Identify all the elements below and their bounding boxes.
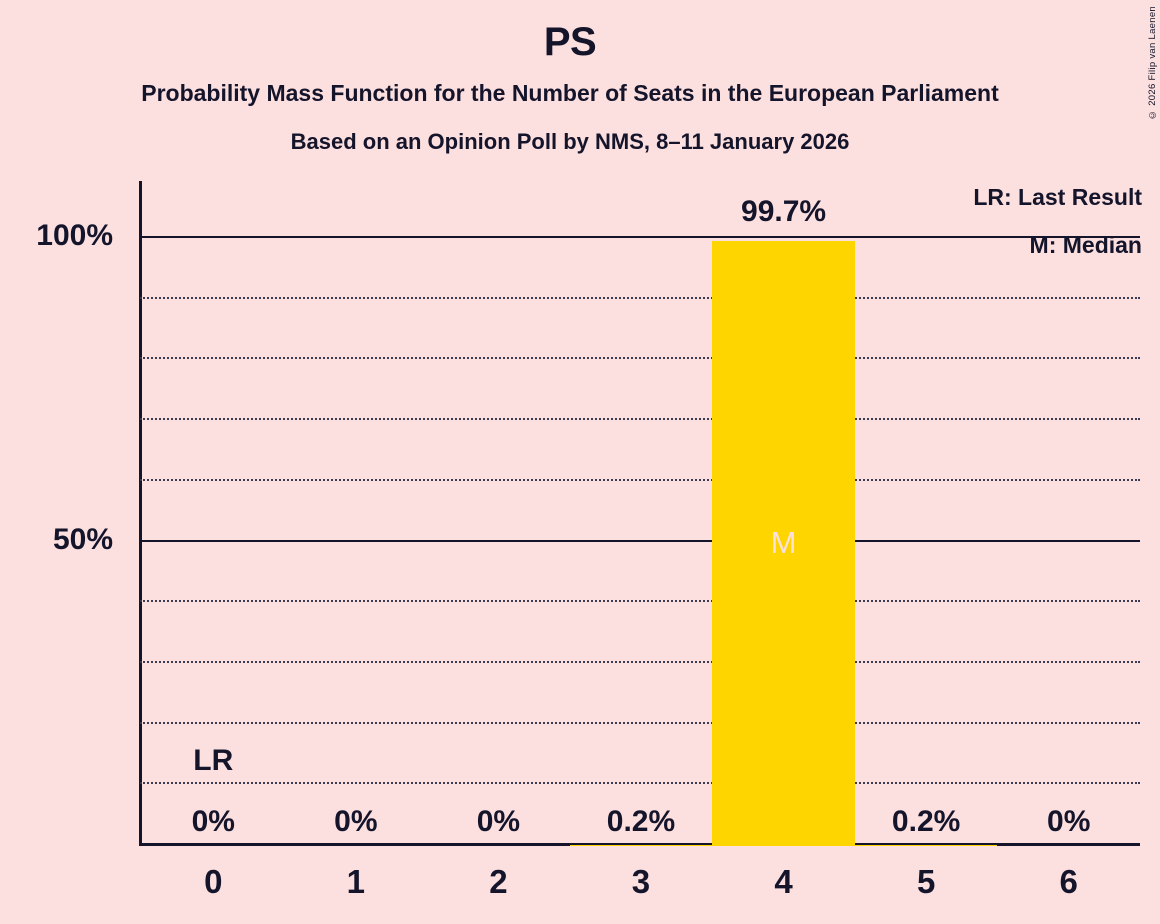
gridline-10 — [140, 782, 1140, 785]
gridline-70 — [140, 418, 1140, 421]
y-axis-line — [139, 181, 142, 846]
gridline-50 — [140, 539, 1140, 542]
legend-item-median: M: Median — [1029, 232, 1142, 258]
bar-value-label-5: 0.2% — [891, 805, 961, 838]
gridline-100 — [140, 236, 1140, 238]
bar-slot-4[interactable]: 99.7% M — [712, 196, 855, 846]
gridline-90 — [140, 296, 1140, 299]
x-axis-line — [139, 843, 1140, 846]
x-tick-label-4: 4 — [774, 863, 793, 900]
bar-slot-0[interactable]: 0% LR — [142, 236, 285, 846]
chart-header: PS Probability Mass Function for the Num… — [0, 0, 1140, 153]
bar-slot-2[interactable]: 0% — [427, 236, 570, 846]
bar-slot-1[interactable]: 0% — [285, 236, 428, 846]
chart-legend: LR: Last Result M: Median — [973, 186, 1142, 257]
bar-slot-6[interactable]: 0% — [997, 236, 1140, 846]
y-tick-label-50: 50% — [52, 522, 113, 556]
bar-slot-5[interactable]: 0.2% — [854, 236, 998, 846]
chart-source-note: Based on an Opinion Poll by NMS, 8–11 Ja… — [290, 129, 850, 154]
x-tick-label-5: 5 — [916, 863, 936, 900]
bar-value-label-2: 0% — [476, 805, 521, 838]
bars-group: 0% LR 0% 0% 0.2% 99.7% M 0.2% 0% — [142, 196, 1140, 846]
bar-5[interactable] — [854, 844, 998, 846]
x-tick-label-0: 0 — [204, 863, 223, 900]
median-marker: M — [770, 524, 797, 560]
gridline-30 — [140, 660, 1140, 663]
bar-4[interactable] — [712, 240, 855, 846]
bar-3[interactable] — [569, 844, 713, 846]
y-tick-label-100: 100% — [36, 219, 113, 252]
chart-subtitle: Probability Mass Function for the Number… — [141, 80, 999, 106]
x-tick-label-3: 3 — [631, 863, 651, 900]
bar-value-label-6: 0% — [1047, 805, 1091, 838]
x-tick-label-2: 2 — [489, 863, 508, 900]
chart-title: PS — [543, 20, 597, 64]
x-tick-label-6: 6 — [1059, 863, 1078, 900]
bar-value-label-4: 99.7% — [741, 194, 827, 228]
x-tick-label-1: 1 — [346, 863, 366, 900]
gridline-60 — [140, 478, 1140, 481]
bar-value-label-1: 0% — [334, 805, 378, 838]
legend-item-last-result: LR: Last Result — [973, 184, 1142, 210]
last-result-marker: LR — [193, 744, 234, 778]
gridline-20 — [140, 721, 1140, 724]
bar-slot-3[interactable]: 0.2% — [569, 236, 713, 846]
gridline-80 — [140, 357, 1140, 360]
x-axis-tick-labels: 0 1 2 3 4 5 6 — [142, 865, 1140, 915]
bar-value-label-3: 0.2% — [606, 805, 676, 838]
plot-area: 100% 50% 0% LR 0% 0% 0.2% 99.7% M 0.2% 0% — [36, 181, 1140, 846]
copyright-notice: © 2026 Filip van Laenen — [1147, 6, 1158, 121]
gridline-40 — [140, 600, 1140, 603]
bar-value-label-0: 0% — [191, 805, 235, 838]
